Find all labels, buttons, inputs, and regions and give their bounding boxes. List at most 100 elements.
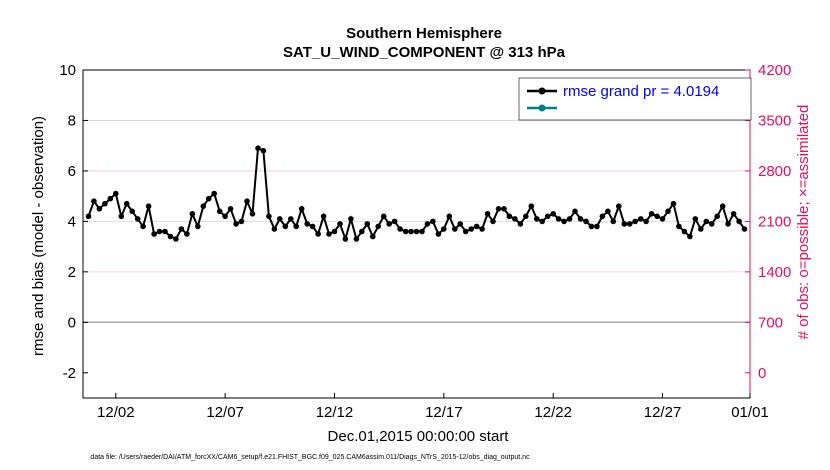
- rmse-point-39: [298, 206, 305, 212]
- rmse-point-61: [419, 228, 425, 235]
- rmse-point-12: [151, 231, 157, 237]
- x-tick-label-5: 12/27: [644, 404, 682, 421]
- rmse-point-58: [402, 228, 409, 235]
- y2-tick-label-0: 0: [758, 365, 766, 382]
- rmse-point-62: [424, 221, 431, 227]
- rmse-point-60: [413, 228, 420, 235]
- chart-title: Southern Hemisphere: [346, 25, 502, 42]
- rmse-point-52: [370, 233, 376, 240]
- rmse-point-110: [687, 233, 693, 240]
- rmse-point-45: [331, 228, 338, 235]
- rmse-point-26: [227, 206, 234, 212]
- rmse-point-49: [353, 236, 360, 242]
- rmse-point-25: [222, 213, 228, 220]
- rmse-point-16: [173, 236, 179, 242]
- y2-axis-label: # of obs: o=possible; ×=assimilated: [795, 105, 812, 340]
- rmse-point-13: [156, 228, 163, 235]
- rmse-point-69: [462, 228, 469, 235]
- x-tick-label-3: 12/17: [425, 404, 463, 421]
- rmse-point-75: [495, 206, 502, 212]
- rmse-point-89: [572, 208, 578, 215]
- rmse-point-106: [665, 208, 671, 215]
- legend-rmse-label: rmse grand pr = 4.0194: [563, 83, 719, 100]
- rmse-point-15: [167, 233, 174, 240]
- rmse-point-55: [386, 221, 393, 227]
- rmse-point-91: [583, 218, 589, 225]
- rmse-point-41: [309, 223, 316, 230]
- rmse-point-24: [216, 208, 223, 215]
- y-tick-label-1: 0: [68, 314, 76, 331]
- rmse-point-48: [348, 216, 354, 222]
- y2-tick-label-2: 1400: [758, 264, 791, 281]
- rmse-point-82: [534, 216, 540, 222]
- x-tick-label-6: 01/01: [731, 404, 769, 421]
- rmse-point-4: [107, 195, 114, 202]
- rmse-point-116: [719, 203, 726, 209]
- rmse-point-20: [195, 223, 201, 230]
- rmse-point-46: [337, 221, 343, 227]
- rmse-point-30: [249, 211, 256, 217]
- rmse-point-109: [681, 228, 688, 235]
- rmse-point-11: [145, 203, 152, 209]
- legend: rmse grand pr = 4.0194: [518, 77, 752, 121]
- rmse-point-21: [200, 203, 207, 209]
- rmse-point-79: [517, 221, 524, 227]
- rmse-point-17: [178, 226, 185, 232]
- rmse-point-0: [85, 213, 92, 220]
- rmse-point-43: [320, 213, 327, 220]
- y-tick-label-0: -2: [63, 365, 76, 382]
- legend-box: [518, 77, 752, 121]
- rmse-point-5: [113, 190, 119, 197]
- rmse-point-92: [588, 223, 595, 230]
- rmse-point-86: [555, 216, 562, 222]
- rmse-point-50: [359, 228, 365, 235]
- x-tick-label-0: 12/02: [97, 404, 135, 421]
- rmse-point-8: [129, 208, 135, 215]
- rmse-point-97: [616, 203, 622, 209]
- rmse-point-67: [452, 226, 458, 232]
- rmse-point-53: [375, 223, 382, 230]
- rmse-point-90: [577, 216, 584, 222]
- rmse-point-23: [211, 190, 217, 197]
- rmse-point-38: [293, 223, 300, 230]
- rmse-point-96: [610, 218, 617, 225]
- rmse-point-70: [468, 226, 475, 232]
- rmse-point-42: [315, 231, 321, 237]
- x-tick-label-2: 12/12: [316, 404, 354, 421]
- rmse-point-36: [282, 223, 289, 230]
- rmse-point-115: [714, 213, 720, 220]
- rmse-point-85: [550, 211, 556, 217]
- y-tick-label-5: 8: [68, 112, 76, 129]
- rmse-point-72: [479, 226, 485, 232]
- data-file-footnote: data file: /Users/raeder/DAI/ATM_forcXX/…: [90, 454, 530, 461]
- rmse-point-65: [441, 226, 447, 232]
- rmse-point-108: [676, 223, 682, 230]
- rmse-point-112: [698, 226, 704, 232]
- legend-rmse-marker: [538, 87, 546, 95]
- rmse-point-103: [648, 211, 655, 217]
- rmse-point-37: [288, 216, 294, 222]
- rmse-point-31: [255, 145, 261, 151]
- rmse-point-119: [736, 218, 742, 225]
- rmse-point-71: [473, 223, 480, 230]
- rmse-point-59: [408, 228, 414, 235]
- y2-tick-label-5: 3500: [758, 112, 791, 129]
- rmse-point-84: [544, 213, 551, 220]
- legend-bias-marker: [538, 104, 546, 112]
- y-tick-label-6: 10: [59, 62, 76, 79]
- y-tick-label-3: 4: [68, 213, 76, 230]
- rmse-point-99: [626, 221, 633, 227]
- x-tick-label-1: 12/07: [206, 404, 244, 421]
- rmse-point-35: [277, 216, 283, 222]
- rmse-point-27: [233, 221, 239, 227]
- rmse-point-32: [260, 147, 267, 154]
- rmse-point-95: [605, 208, 611, 215]
- rmse-point-77: [506, 213, 513, 220]
- rmse-point-63: [430, 218, 436, 225]
- rmse-point-64: [435, 231, 442, 237]
- rmse-point-3: [102, 200, 108, 207]
- rmse-point-34: [271, 226, 278, 232]
- rmse-point-88: [566, 216, 573, 222]
- chart-subtitle: SAT_U_WIND_COMPONENT @ 313 hPa: [283, 44, 566, 61]
